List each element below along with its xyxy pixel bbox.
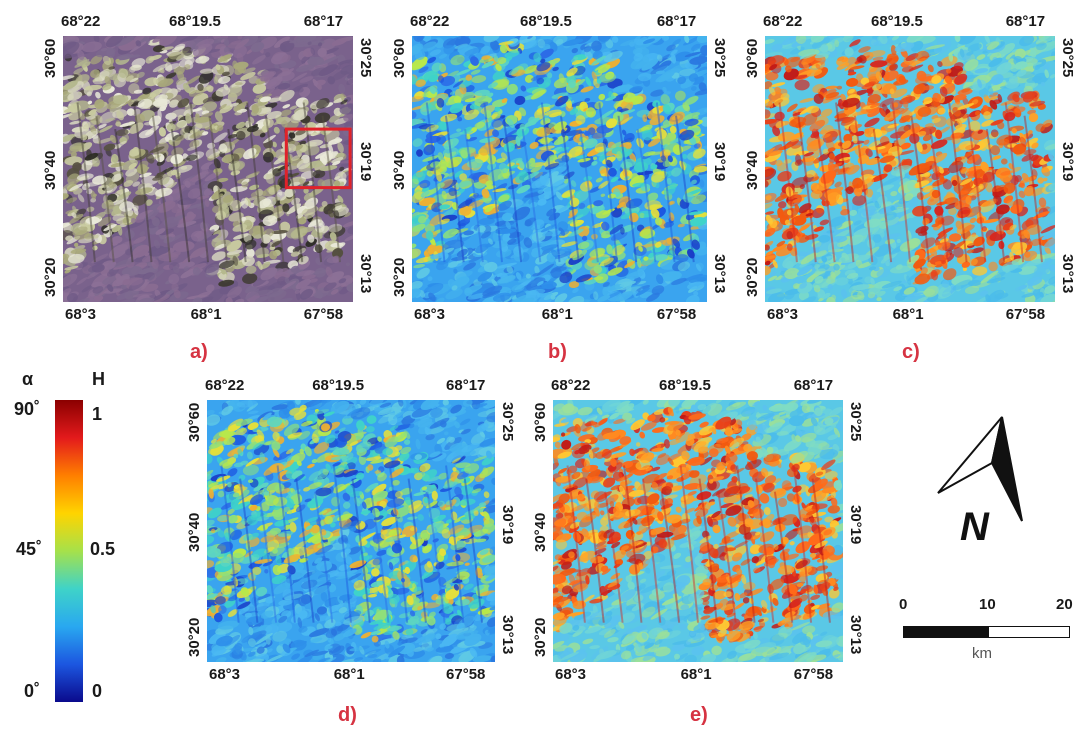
panel-label-b: b)	[548, 341, 567, 363]
scale-segment-black	[903, 626, 990, 638]
left-tick-b-0: 30°60	[391, 38, 408, 78]
right-tick-c-2: 30°13	[1059, 254, 1076, 294]
map-image-c	[765, 36, 1055, 302]
right-tick-b-2: 30°13	[711, 254, 728, 294]
bottom-tick-a-1: 68°1	[190, 306, 222, 323]
right-tick-b-1: 30°19	[711, 142, 728, 182]
right-tick-d-2: 30°13	[499, 614, 516, 655]
left-tick-c-0: 30°60	[744, 38, 761, 78]
top-tick-c-1: 68°19.5	[871, 13, 923, 30]
left-tick-a-0: 30°60	[42, 38, 59, 78]
right-tick-a-1: 30°19	[357, 142, 374, 182]
right-tick-d-1: 30°19	[499, 504, 516, 545]
right-tick-e-1: 30°19	[847, 504, 864, 545]
left-tick-c-2: 30°20	[744, 257, 761, 297]
colorbar-alpha-tick-min: 0˚	[24, 681, 41, 701]
colorbar-h-tick-mid: 0.5	[90, 539, 116, 559]
inset-box	[284, 127, 352, 190]
colorbar-h-tick-max: 1	[92, 404, 103, 424]
right-tick-e-2: 30°13	[847, 614, 864, 655]
scale-tick-0: 0	[899, 596, 908, 613]
left-tick-a-1: 30°40	[42, 150, 59, 191]
bottom-tick-a-2: 67°58	[303, 306, 344, 323]
top-tick-d-1: 68°19.5	[312, 377, 365, 394]
left-tick-d-0: 30°60	[186, 402, 203, 442]
colorbar-gradient	[55, 400, 83, 702]
left-tick-a-2: 30°20	[42, 257, 59, 297]
top-tick-c-0: 68°22	[763, 13, 803, 30]
colorbar-h-title: H	[92, 369, 105, 389]
right-tick-e-0: 30°25	[847, 402, 864, 442]
right-tick-b-0: 30°25	[711, 38, 728, 78]
bottom-tick-d-2: 67°58	[446, 666, 486, 683]
top-tick-b-2: 68°17	[656, 13, 697, 30]
north-arrow-icon	[937, 416, 1023, 522]
right-tick-c-0: 30°25	[1059, 38, 1076, 78]
top-tick-d-2: 68°17	[446, 377, 486, 394]
bottom-tick-c-0: 68°3	[767, 306, 799, 323]
colorbar-alpha-tick-mid: 45˚	[16, 539, 43, 559]
top-tick-a-1: 68°19.5	[169, 13, 221, 30]
right-tick-c-1: 30°19	[1059, 142, 1076, 182]
right-tick-a-2: 30°13	[357, 254, 374, 294]
top-tick-a-0: 68°22	[61, 13, 101, 30]
top-tick-e-0: 68°22	[551, 377, 591, 394]
bottom-tick-e-0: 68°3	[555, 666, 587, 683]
left-tick-d-1: 30°40	[186, 512, 203, 552]
map-image-a	[63, 36, 353, 302]
left-tick-e-0: 30°60	[532, 402, 549, 442]
north-label: N	[960, 505, 989, 549]
bottom-tick-d-0: 68°3	[209, 666, 241, 683]
panel-label-c: c)	[902, 341, 920, 363]
bottom-tick-c-1: 68°1	[892, 306, 924, 323]
panel-label-d: d)	[338, 704, 357, 726]
right-tick-d-0: 30°25	[499, 402, 516, 442]
scale-tick-10: 10	[979, 596, 996, 613]
bottom-tick-b-2: 67°58	[656, 306, 697, 323]
bottom-tick-e-2: 67°58	[793, 666, 834, 683]
top-tick-a-2: 68°17	[303, 13, 344, 30]
colorbar-alpha-title: α	[22, 369, 34, 389]
top-tick-d-0: 68°22	[205, 377, 245, 394]
left-tick-e-1: 30°40	[532, 512, 549, 552]
bottom-tick-e-1: 68°1	[680, 666, 712, 683]
top-tick-e-2: 68°17	[793, 377, 834, 394]
panel-label-e: e)	[690, 704, 708, 726]
north-arrow: N	[930, 415, 1030, 555]
panel-label-a: a)	[190, 341, 208, 363]
map-image-e	[553, 400, 843, 662]
scale-segment-white	[988, 626, 1070, 638]
left-tick-b-1: 30°40	[391, 150, 408, 191]
top-tick-b-1: 68°19.5	[520, 13, 572, 30]
left-tick-e-2: 30°20	[532, 617, 549, 657]
scale-unit: km	[972, 645, 992, 662]
top-tick-c-2: 68°17	[1005, 13, 1046, 30]
map-image-b	[412, 36, 707, 302]
left-tick-b-2: 30°20	[391, 257, 408, 297]
bottom-tick-b-1: 68°1	[541, 306, 573, 323]
colorbar-h-tick-min: 0	[92, 681, 103, 701]
top-tick-e-1: 68°19.5	[659, 377, 711, 394]
bottom-tick-a-0: 68°3	[65, 306, 97, 323]
map-image-d	[207, 400, 495, 662]
left-tick-c-1: 30°40	[744, 150, 761, 191]
scale-tick-20: 20	[1056, 596, 1073, 613]
left-tick-d-2: 30°20	[186, 617, 203, 657]
colorbar-alpha-tick-max: 90˚	[14, 399, 41, 419]
right-tick-a-0: 30°25	[357, 38, 374, 78]
bottom-tick-c-2: 67°58	[1005, 306, 1046, 323]
bottom-tick-d-1: 68°1	[333, 666, 365, 683]
bottom-tick-b-0: 68°3	[414, 306, 446, 323]
top-tick-b-0: 68°22	[410, 13, 450, 30]
